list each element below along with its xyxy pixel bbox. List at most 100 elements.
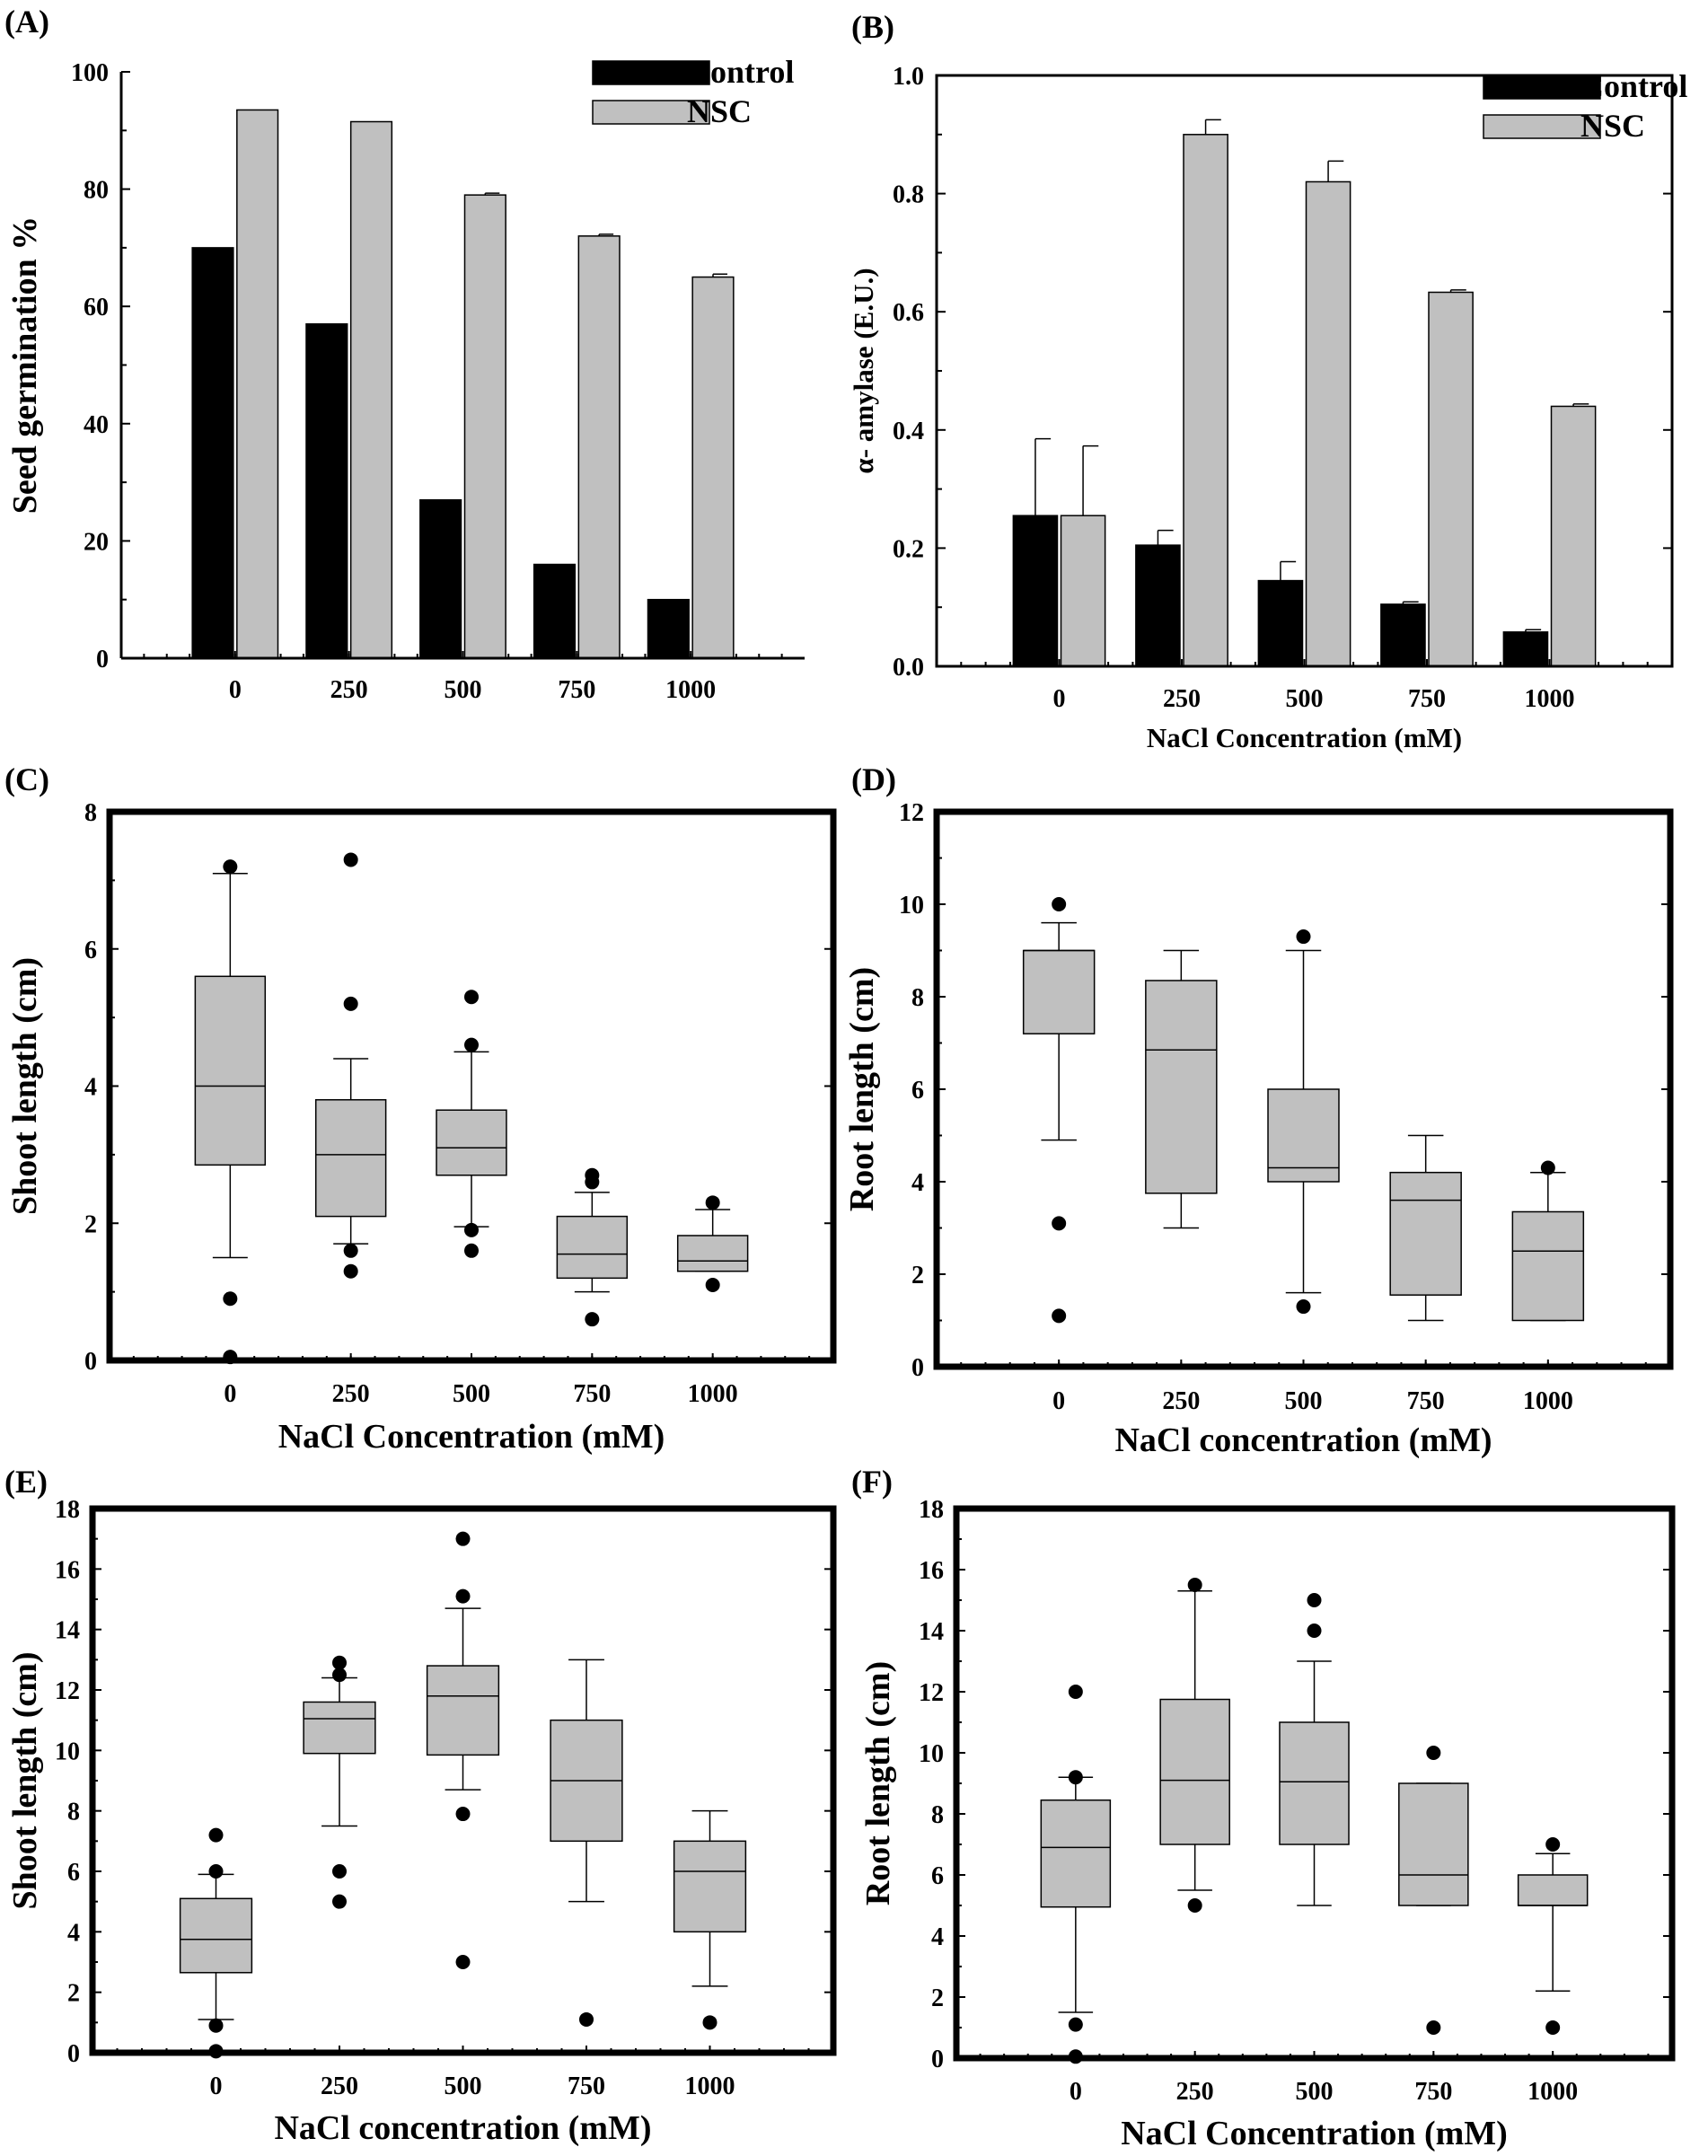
y-tick-label: 4 xyxy=(67,1919,80,1947)
bar-nsc xyxy=(1428,291,1474,667)
y-tick-label: 4 xyxy=(911,1169,924,1197)
x-tick-label: 500 xyxy=(453,1380,490,1408)
outlier-point xyxy=(223,1291,238,1307)
outlier-point xyxy=(455,1807,471,1822)
x-tick-label: 1000 xyxy=(688,1380,738,1408)
box xyxy=(1517,1874,1589,1906)
y-tick-label: 10 xyxy=(919,1740,944,1768)
x-axis-title: NaCl Concentration (mM) xyxy=(1147,722,1462,753)
x-tick-label: 0 xyxy=(224,1380,236,1408)
x-tick-label: 0 xyxy=(1070,2078,1082,2106)
y-tick-label: 12 xyxy=(55,1677,80,1705)
outlier-point xyxy=(1426,1746,1441,1760)
outlier-point xyxy=(343,852,358,867)
y-tick-label: 6 xyxy=(911,1077,924,1104)
panel-label: (F) xyxy=(851,1464,893,1500)
box xyxy=(1159,1698,1230,1845)
bar-control xyxy=(1012,515,1059,667)
y-tick-label: 8 xyxy=(84,799,97,827)
plot-frame xyxy=(106,808,837,1364)
x-tick-label: 0 xyxy=(1052,1387,1065,1415)
y-tick-label: 0 xyxy=(931,2046,944,2073)
outlier-point xyxy=(579,2011,594,2027)
y-tick-label: 0.4 xyxy=(893,418,924,445)
box xyxy=(1398,1782,1469,1906)
outlier-point xyxy=(1540,1160,1555,1175)
y-tick-label: 2 xyxy=(67,1980,80,2008)
y-tick-label: 8 xyxy=(931,1801,944,1829)
y-tick-label: 2 xyxy=(84,1210,97,1238)
y-tick-label: 0.0 xyxy=(893,654,924,682)
outlier-point xyxy=(332,1864,347,1879)
x-tick-label: 750 xyxy=(1408,685,1446,713)
plot-frame xyxy=(89,1505,837,2056)
box xyxy=(194,975,267,1166)
x-tick-label: 750 xyxy=(1407,1387,1445,1415)
y-axis-title: Root length (cm) xyxy=(843,967,881,1211)
x-tick-label: 1000 xyxy=(685,2072,735,2100)
outlier-point xyxy=(1426,2020,1441,2035)
outlier-point xyxy=(455,1531,471,1546)
panel-label: (D) xyxy=(851,761,896,797)
chart-panel-c: (C) 0 2 4 6 8 0 250 500 750 1000 Shoot length (cm) N… xyxy=(4,761,837,1456)
outlier-point xyxy=(208,1864,224,1879)
outlier-point xyxy=(1307,1593,1322,1607)
outlier-point xyxy=(585,1312,600,1327)
y-tick-label: 4 xyxy=(931,1923,944,1951)
plot-frame xyxy=(933,808,1674,1370)
y-tick-label: 80 xyxy=(84,177,109,205)
legend-swatch-nsc xyxy=(1483,114,1601,139)
x-tick-label: 500 xyxy=(1286,685,1324,713)
box xyxy=(303,1701,376,1755)
y-tick-label: 12 xyxy=(899,799,924,827)
legend-swatch-control xyxy=(1483,75,1601,100)
x-tick-label: 500 xyxy=(445,676,482,704)
panel-label: (A) xyxy=(4,4,49,40)
bar-nsc xyxy=(236,109,279,659)
bar-nsc xyxy=(577,235,621,659)
y-tick-label: 14 xyxy=(55,1617,80,1645)
y-tick-label: 18 xyxy=(919,1496,944,1524)
outlier-point xyxy=(455,1955,471,1969)
legend-label-control: Control xyxy=(687,54,794,90)
x-tick-label: 250 xyxy=(1162,1387,1200,1415)
box xyxy=(673,1840,747,1933)
y-tick-label: 4 xyxy=(84,1074,97,1102)
x-axis-title: NaCl Concentration (mM) xyxy=(278,1418,665,1456)
outlier-point xyxy=(464,990,479,1005)
y-tick-label: 8 xyxy=(67,1799,80,1826)
box xyxy=(1279,1721,1350,1845)
plot-frame xyxy=(953,1505,1676,2062)
outlier-point xyxy=(464,1222,479,1237)
y-axis-title: Root length (cm) xyxy=(859,1661,897,1905)
x-tick-label: 0 xyxy=(210,2072,223,2100)
y-tick-label: 10 xyxy=(899,892,924,920)
chart-panel-f: (F) 0 2 4 6 8 10 12 14 16 18 0 250 500 750 1000 Root len… xyxy=(851,1464,1676,2152)
y-tick-label: 0.6 xyxy=(893,299,924,327)
box xyxy=(179,1897,253,1974)
bar-nsc xyxy=(1550,405,1597,667)
bar-control xyxy=(191,247,234,659)
bar-nsc xyxy=(691,276,735,659)
y-tick-label: 6 xyxy=(84,937,97,964)
x-tick-label: 750 xyxy=(558,676,595,704)
y-tick-label: 8 xyxy=(911,984,924,1012)
outlier-point xyxy=(1187,1898,1202,1913)
legend-swatch-control xyxy=(592,60,710,85)
y-tick-label: 10 xyxy=(55,1738,80,1765)
outlier-point xyxy=(464,1037,479,1052)
bar-control xyxy=(305,323,348,659)
outlier-point xyxy=(1052,897,1067,911)
box xyxy=(1145,980,1218,1194)
outlier-point xyxy=(223,859,238,875)
outlier-point xyxy=(208,1827,224,1843)
outlier-point xyxy=(1068,1770,1083,1785)
x-tick-label: 500 xyxy=(445,2072,482,2100)
outlier-point xyxy=(1052,1308,1067,1324)
outlier-point xyxy=(332,1894,347,1909)
y-tick-label: 0.2 xyxy=(893,535,924,563)
outlier-point xyxy=(332,1668,347,1683)
y-axis-title: Shoot length (cm) xyxy=(6,1651,44,1909)
box xyxy=(1267,1088,1340,1183)
